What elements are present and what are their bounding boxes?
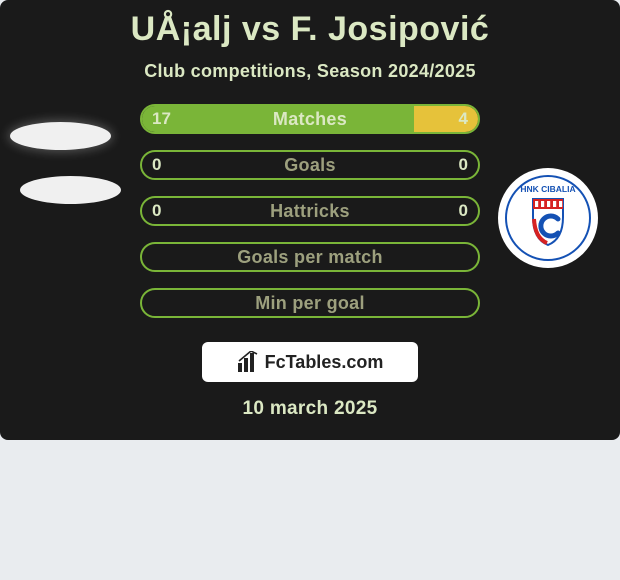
- stat-bar: 0 Hattricks 0: [140, 196, 480, 226]
- stat-bar: Goals per match: [140, 242, 480, 272]
- bar-value-right: 4: [459, 106, 468, 132]
- bar-label: Matches: [142, 106, 478, 132]
- stat-row-matches: 17 Matches 4: [0, 104, 620, 150]
- stat-bar: Min per goal: [140, 288, 480, 318]
- stat-row-hattricks: 0 Hattricks 0: [0, 196, 620, 242]
- stat-rows: 17 Matches 4 0 Goals 0 0 Hattricks 0: [0, 104, 620, 334]
- fctables-text: FcTables.com: [265, 352, 384, 373]
- bar-value-right: 0: [459, 152, 468, 178]
- stat-row-goals: 0 Goals 0: [0, 150, 620, 196]
- stat-row-mpg: Min per goal: [0, 288, 620, 334]
- bar-label: Hattricks: [142, 198, 478, 224]
- fctables-chart-icon: [237, 351, 261, 373]
- stat-row-gpm: Goals per match: [0, 242, 620, 288]
- bar-label: Min per goal: [142, 290, 478, 316]
- page-title: UÅ¡alj vs F. Josipović: [0, 10, 620, 49]
- bar-label: Goals: [142, 152, 478, 178]
- stat-bar: 0 Goals 0: [140, 150, 480, 180]
- bar-label: Goals per match: [142, 244, 478, 270]
- bar-value-right: 0: [459, 198, 468, 224]
- fctables-badge[interactable]: FcTables.com: [202, 342, 418, 382]
- stat-bar: 17 Matches 4: [140, 104, 480, 134]
- subtitle: Club competitions, Season 2024/2025: [0, 61, 620, 82]
- comparison-card: UÅ¡alj vs F. Josipović Club competitions…: [0, 0, 620, 440]
- date-label: 10 march 2025: [0, 398, 620, 420]
